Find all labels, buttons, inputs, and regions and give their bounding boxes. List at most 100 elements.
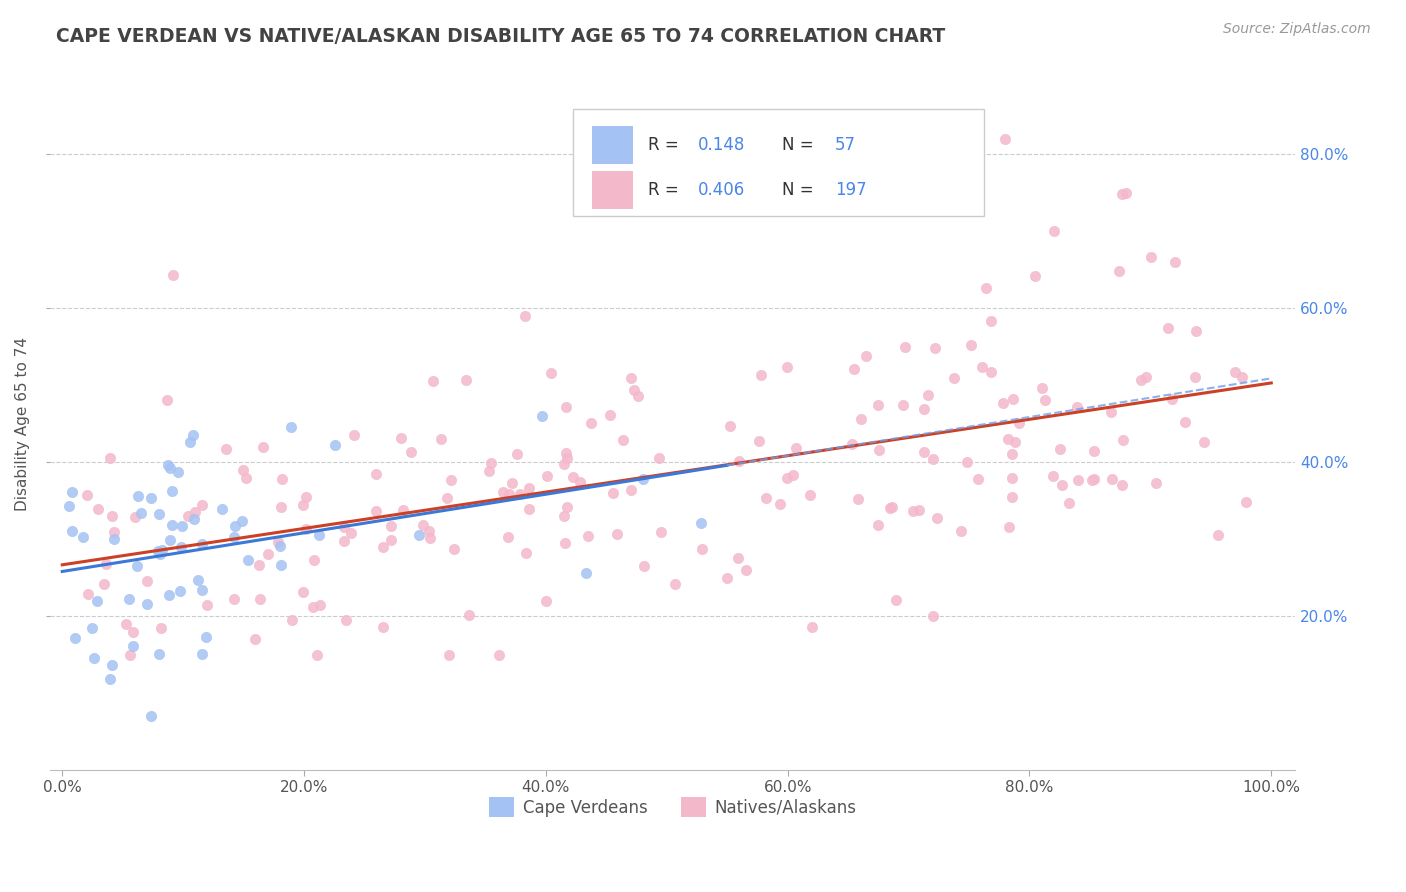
Point bbox=[728, 454, 751, 468]
Point bbox=[157, 588, 180, 602]
Point bbox=[501, 476, 523, 491]
Point bbox=[749, 368, 772, 383]
Point bbox=[517, 481, 540, 495]
Point bbox=[907, 503, 929, 517]
Point bbox=[633, 558, 655, 573]
Point bbox=[735, 563, 758, 577]
Point bbox=[1024, 268, 1046, 283]
Point bbox=[1101, 472, 1123, 486]
Text: 0.148: 0.148 bbox=[697, 136, 745, 153]
Point bbox=[1004, 435, 1026, 450]
Point bbox=[1157, 321, 1180, 335]
Point bbox=[295, 522, 318, 536]
Point bbox=[457, 608, 479, 623]
Text: Source: ZipAtlas.com: Source: ZipAtlas.com bbox=[1223, 22, 1371, 37]
Point bbox=[1059, 495, 1081, 509]
Point bbox=[716, 571, 738, 585]
Point bbox=[997, 432, 1019, 446]
Point bbox=[94, 557, 117, 571]
Point bbox=[72, 530, 94, 544]
Point bbox=[531, 409, 554, 423]
Point bbox=[540, 366, 562, 380]
Point bbox=[1080, 474, 1102, 488]
Point bbox=[664, 577, 686, 591]
Point bbox=[1042, 224, 1064, 238]
Point bbox=[292, 584, 315, 599]
Point bbox=[478, 464, 501, 478]
Point bbox=[1234, 495, 1257, 509]
Bar bbox=[592, 171, 633, 209]
Point bbox=[921, 609, 943, 624]
Point bbox=[267, 535, 290, 549]
Point bbox=[87, 501, 110, 516]
Point bbox=[83, 650, 105, 665]
Point bbox=[371, 541, 394, 555]
Legend: Cape Verdeans, Natives/Alaskans: Cape Verdeans, Natives/Alaskans bbox=[482, 790, 863, 824]
Point bbox=[606, 527, 628, 541]
Point bbox=[162, 268, 184, 282]
Point bbox=[159, 533, 181, 547]
Point bbox=[150, 621, 173, 635]
Point bbox=[335, 613, 357, 627]
Point bbox=[232, 463, 254, 477]
Text: 0.406: 0.406 bbox=[697, 181, 745, 199]
Point bbox=[364, 467, 387, 482]
Point bbox=[231, 514, 253, 528]
Point bbox=[1140, 250, 1163, 264]
Point bbox=[211, 502, 233, 516]
Point bbox=[118, 648, 141, 662]
Point bbox=[994, 132, 1017, 146]
Point bbox=[183, 505, 205, 519]
Point bbox=[602, 486, 624, 500]
Point bbox=[1001, 448, 1024, 462]
Point bbox=[247, 558, 270, 572]
Point bbox=[281, 613, 304, 627]
Point bbox=[534, 593, 557, 607]
Point bbox=[269, 539, 291, 553]
Point bbox=[186, 573, 208, 587]
Point bbox=[333, 519, 356, 533]
Point bbox=[894, 340, 917, 354]
Point bbox=[718, 419, 741, 434]
Point bbox=[115, 617, 138, 632]
Point bbox=[782, 468, 804, 483]
Point bbox=[103, 525, 125, 540]
Point bbox=[506, 447, 529, 461]
Point bbox=[150, 542, 173, 557]
Point bbox=[380, 519, 402, 533]
Point bbox=[868, 443, 890, 458]
Text: R =: R = bbox=[648, 136, 683, 153]
Point bbox=[380, 533, 402, 548]
Y-axis label: Disability Age 65 to 74: Disability Age 65 to 74 bbox=[15, 336, 30, 511]
Point bbox=[924, 341, 946, 355]
Point bbox=[1135, 369, 1157, 384]
Text: N =: N = bbox=[782, 136, 820, 153]
Point bbox=[146, 544, 169, 558]
Text: 197: 197 bbox=[835, 181, 866, 199]
Point bbox=[620, 483, 643, 497]
Point bbox=[562, 470, 585, 484]
Point bbox=[515, 310, 537, 324]
Point bbox=[148, 547, 170, 561]
Point bbox=[1223, 365, 1246, 379]
Point bbox=[125, 558, 148, 573]
Point bbox=[1049, 442, 1071, 457]
Point bbox=[127, 489, 149, 503]
Point bbox=[1083, 472, 1105, 486]
Point bbox=[162, 484, 184, 499]
Point bbox=[1163, 255, 1185, 269]
Point bbox=[1184, 370, 1206, 384]
Point bbox=[579, 416, 602, 430]
Point bbox=[170, 519, 193, 533]
Point bbox=[118, 592, 141, 607]
Point bbox=[308, 528, 330, 542]
Point bbox=[98, 672, 121, 686]
Point bbox=[131, 506, 153, 520]
Point bbox=[141, 491, 163, 506]
Point bbox=[509, 487, 531, 501]
Point bbox=[785, 442, 807, 456]
Point bbox=[488, 648, 510, 662]
Point bbox=[439, 648, 461, 662]
Text: R =: R = bbox=[648, 181, 683, 199]
Point bbox=[1108, 264, 1130, 278]
